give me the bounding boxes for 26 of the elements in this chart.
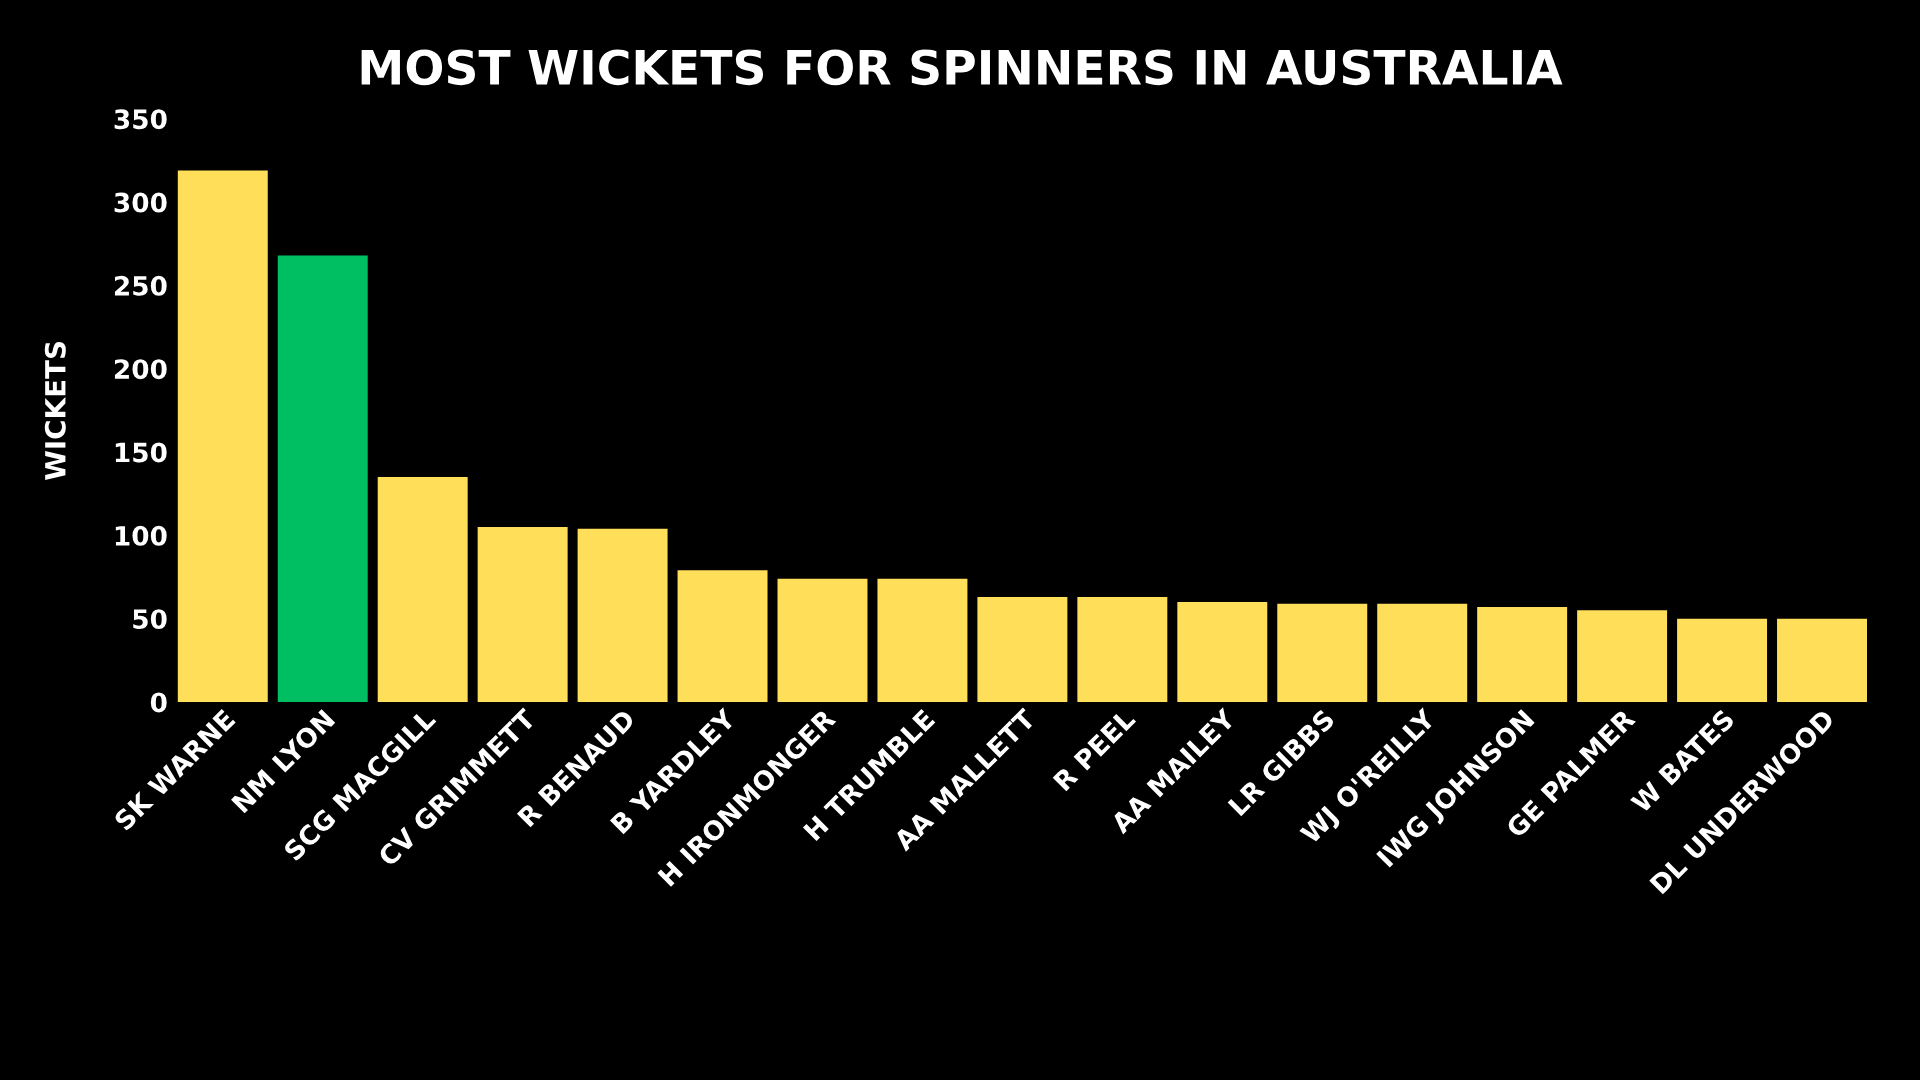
bar <box>1477 607 1568 702</box>
bar <box>477 527 568 702</box>
bar <box>677 570 768 702</box>
y-tick-label: 250 <box>114 275 167 296</box>
bar <box>1277 603 1368 702</box>
chart-title: MOST WICKETS FOR SPINNERS IN AUSTRALIA <box>361 49 1563 86</box>
y-tick-label: 150 <box>115 442 167 463</box>
bar <box>1577 610 1668 702</box>
bar <box>577 528 668 702</box>
y-tick-label: 50 <box>133 609 167 630</box>
bar <box>777 578 868 702</box>
bar <box>1177 602 1268 702</box>
y-tick-label: 100 <box>115 525 167 546</box>
bar <box>877 578 968 702</box>
bar <box>1377 603 1468 702</box>
bar <box>1077 597 1168 702</box>
bar <box>277 255 368 702</box>
bar <box>377 477 468 702</box>
bar <box>1777 618 1867 702</box>
y-tick-label: 200 <box>114 359 167 380</box>
bar <box>177 170 268 702</box>
y-tick-label: 350 <box>114 109 167 130</box>
y-axis-title: WICKETS <box>44 342 66 480</box>
y-tick-label: 300 <box>114 192 167 213</box>
bar <box>977 597 1068 702</box>
bar <box>1677 618 1768 702</box>
